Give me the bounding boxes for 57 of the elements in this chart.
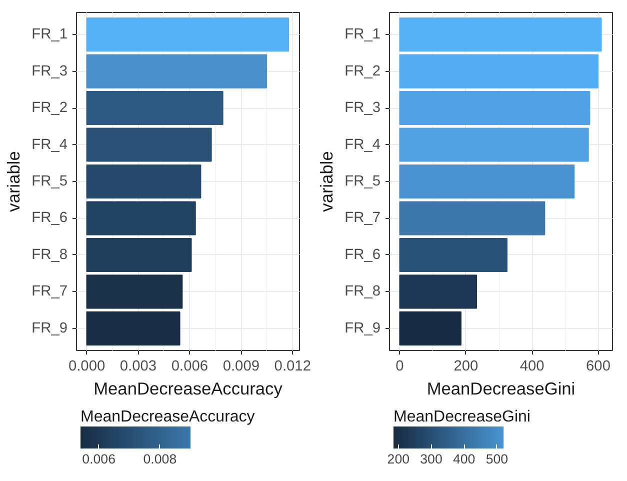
y-tick-label: FR_9 <box>344 320 381 336</box>
y-axis-title: variable <box>316 151 337 212</box>
y-tick-label: FR_4 <box>344 136 381 153</box>
y-tick-label: FR_1 <box>32 26 68 43</box>
x-axis-title: MeanDecreaseAccuracy <box>94 378 283 398</box>
y-tick-label: FR_5 <box>32 174 68 190</box>
color-bar-label: 400 <box>452 452 476 466</box>
bar <box>399 274 478 309</box>
bar <box>86 274 183 309</box>
color-bar-label: 500 <box>486 452 508 466</box>
y-tick-label: FR_3 <box>32 63 68 80</box>
x-tick-label: 0 <box>396 358 404 374</box>
bar <box>399 164 575 199</box>
bar <box>399 128 589 162</box>
y-tick-label: FR_9 <box>32 320 68 336</box>
bar <box>86 90 224 126</box>
x-tick-label: 200 <box>454 358 478 374</box>
bar <box>86 201 196 236</box>
bar <box>399 238 508 272</box>
bar <box>399 201 546 236</box>
bar <box>86 128 212 162</box>
y-tick-label: FR_7 <box>344 210 381 226</box>
y-tick-label: FR_1 <box>344 26 381 43</box>
x-tick-label: 0.012 <box>274 358 311 374</box>
color-bar-label: 300 <box>420 452 442 466</box>
bar <box>399 90 590 126</box>
bar <box>86 311 180 346</box>
bar <box>86 164 202 199</box>
bar <box>399 311 462 346</box>
y-tick-label: FR_8 <box>32 246 68 263</box>
bar <box>399 54 598 88</box>
x-tick-label: 0.006 <box>171 358 208 374</box>
y-tick-label: FR_7 <box>32 284 68 300</box>
x-axis-title: MeanDecreaseGini <box>426 378 576 398</box>
y-tick-label: FR_5 <box>344 174 381 190</box>
bar <box>86 54 268 88</box>
color-bar-title: MeanDecreaseGini <box>394 408 530 426</box>
bar <box>399 18 602 52</box>
y-tick-label: FR_6 <box>344 246 381 263</box>
y-tick-label: FR_3 <box>344 100 381 116</box>
x-tick-label: 0.003 <box>120 358 157 374</box>
color-bar-label: 0.008 <box>143 452 177 466</box>
y-tick-label: FR_8 <box>344 284 381 300</box>
y-tick-label: FR_2 <box>344 63 381 80</box>
color-bar-title: MeanDecreaseAccuracy <box>80 408 255 426</box>
x-tick-label: 600 <box>586 358 611 374</box>
y-axis-title: variable <box>4 151 24 212</box>
y-tick-label: FR_2 <box>32 100 68 116</box>
bar <box>86 18 290 52</box>
color-bar-label: 200 <box>387 452 410 466</box>
color-bar-label: 0.006 <box>82 452 116 466</box>
bar <box>86 238 192 272</box>
x-tick-label: 0.009 <box>222 358 260 374</box>
x-tick-label: 400 <box>520 358 544 374</box>
y-tick-label: FR_4 <box>32 136 68 153</box>
y-tick-label: FR_6 <box>32 210 68 226</box>
x-tick-label: 0.000 <box>68 358 106 374</box>
